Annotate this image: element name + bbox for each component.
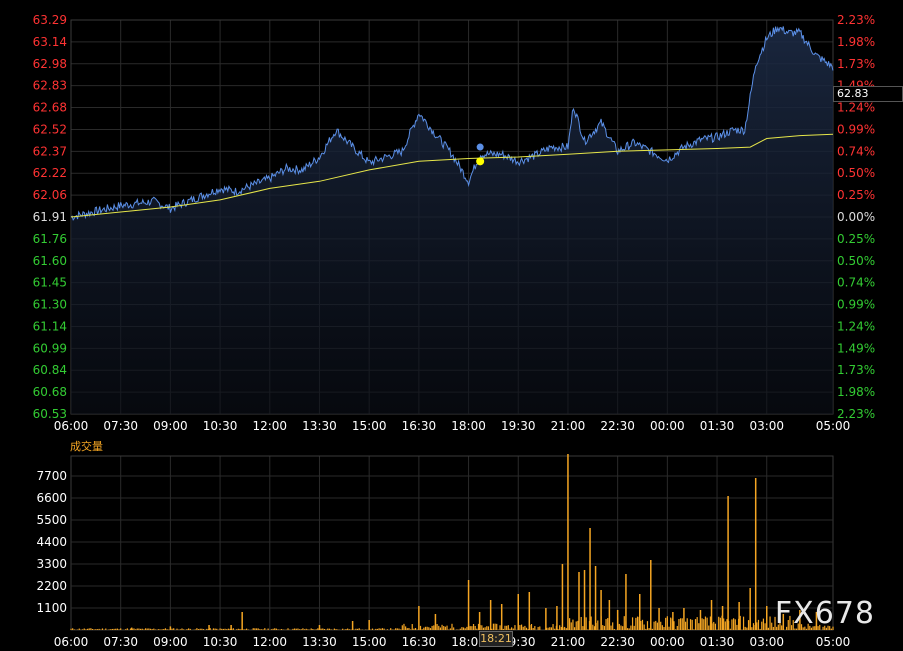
volume-axis-label: 6600 [36, 491, 67, 505]
time-axis-label: 07:30 [103, 419, 138, 433]
time-axis-label: 16:30 [402, 419, 437, 433]
percent-axis-label: 1.98% [837, 385, 875, 399]
volume-axis-label: 3300 [36, 557, 67, 571]
percent-axis-label: 2.23% [837, 407, 875, 421]
price-axis-label: 63.29 [33, 13, 67, 27]
time-axis-label: 22:30 [600, 419, 635, 433]
percent-axis-label: 1.24% [837, 101, 875, 115]
price-axis-label: 62.22 [33, 166, 67, 180]
price-axis-label: 61.14 [33, 319, 67, 333]
volume-panel-frame [70, 455, 834, 631]
volume-time-axis-label: 06:00 [54, 635, 89, 649]
price-axis-label: 62.06 [33, 188, 67, 202]
avg-cursor-dot [476, 157, 485, 166]
volume-time-axis-label: 07:30 [103, 635, 138, 649]
volume-axis-label: 1100 [36, 601, 67, 615]
price-axis-label: 61.30 [33, 298, 67, 312]
percent-axis-label: 1.24% [837, 319, 875, 333]
price-axis-label: 62.68 [33, 101, 67, 115]
percent-axis-label: 0.50% [837, 166, 875, 180]
time-axis-label: 03:00 [749, 419, 784, 433]
volume-time-axis-label: 03:00 [749, 635, 784, 649]
time-axis-label: 05:00 [816, 419, 851, 433]
percent-axis-label: 0.25% [837, 232, 875, 246]
volume-axis-label: 2200 [36, 579, 67, 593]
volume-time-axis-label: 12:00 [252, 635, 287, 649]
time-axis-label: 13:30 [302, 419, 337, 433]
volume-axis-label: 4400 [36, 535, 67, 549]
volume-time-axis-label: 21:00 [551, 635, 586, 649]
price-axis-label: 62.98 [33, 57, 67, 71]
price-axis-label: 61.76 [33, 232, 67, 246]
time-axis-label: 18:00 [451, 419, 486, 433]
price-axis-label: 63.14 [33, 35, 67, 49]
time-axis-label: 21:00 [551, 419, 586, 433]
volume-time-axis-label: 09:00 [153, 635, 188, 649]
volume-axis-label: 7700 [36, 469, 67, 483]
price-line [70, 26, 834, 221]
cursor-time-tag: 18:21 [479, 631, 513, 647]
volume-time-axis-label: 22:30 [600, 635, 635, 649]
percent-axis-label: 0.74% [837, 144, 875, 158]
volume-time-axis-label: 13:30 [302, 635, 337, 649]
percent-axis-label: 0.99% [837, 298, 875, 312]
time-axis-label: 09:00 [153, 419, 188, 433]
percent-axis-label: 0.99% [837, 122, 875, 136]
current-price-tag: 62.83 [833, 86, 903, 102]
time-axis-label: 10:30 [203, 419, 238, 433]
price-axis-label: 62.37 [33, 144, 67, 158]
volume-axis-label: 5500 [36, 513, 67, 527]
time-axis-label: 15:00 [352, 419, 387, 433]
percent-axis-label: 2.23% [837, 13, 875, 27]
percent-axis-label: 0.25% [837, 188, 875, 202]
volume-time-axis-label: 16:30 [402, 635, 437, 649]
time-axis-label: 00:00 [650, 419, 685, 433]
price-axis-label: 61.91 [33, 210, 67, 224]
price-axis-label: 61.45 [33, 276, 67, 290]
percent-axis-label: 0.00% [837, 210, 875, 224]
price-axis-label: 60.84 [33, 363, 67, 377]
price-axis-label: 60.68 [33, 385, 67, 399]
fx678-watermark: FX678 [774, 596, 875, 631]
volume-panel-title: 成交量 [70, 440, 103, 453]
volume-time-axis-label: 00:00 [650, 635, 685, 649]
average-price-line [70, 133, 834, 218]
time-axis-label: 19:30 [501, 419, 536, 433]
volume-time-axis-label: 01:30 [700, 635, 735, 649]
volume-time-axis-label: 18:00 [451, 635, 486, 649]
time-axis-label: 12:00 [252, 419, 287, 433]
percent-axis-label: 1.98% [837, 35, 875, 49]
percent-axis-label: 0.50% [837, 254, 875, 268]
price-area [71, 26, 833, 415]
volume-time-axis-label: 15:00 [352, 635, 387, 649]
percent-axis-label: 1.49% [837, 341, 875, 355]
time-axis-label: 06:00 [54, 419, 89, 433]
price-axis-label: 62.83 [33, 79, 67, 93]
volume-time-axis-label: 10:30 [203, 635, 238, 649]
time-axis-label: 01:30 [700, 419, 735, 433]
volume-time-axis-label: 05:00 [816, 635, 851, 649]
price-cursor-dot [476, 143, 484, 151]
price-axis-label: 61.60 [33, 254, 67, 268]
price-axis-label: 60.99 [33, 341, 67, 355]
price-axis-label: 60.53 [33, 407, 67, 421]
percent-axis-label: 0.74% [837, 276, 875, 290]
price-axis-label: 62.52 [33, 122, 67, 136]
percent-axis-label: 1.73% [837, 363, 875, 377]
percent-axis-label: 1.73% [837, 57, 875, 71]
